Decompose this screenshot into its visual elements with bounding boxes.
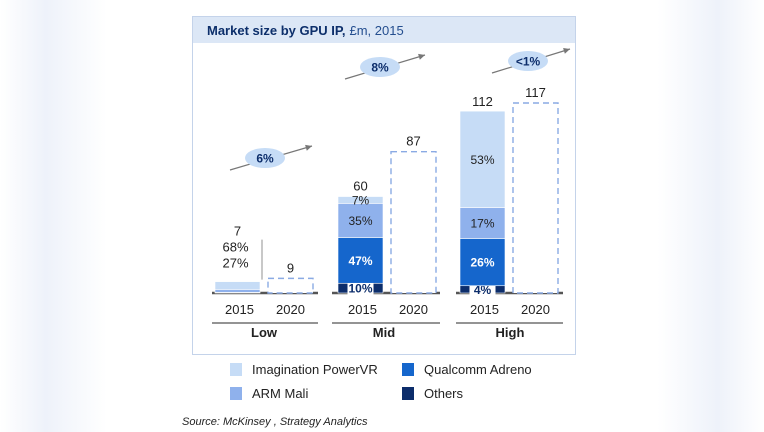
bar-total-mid-2020: 87 — [406, 134, 420, 149]
year-label-high-2015: 2015 — [470, 302, 499, 317]
bar-total-mid-2015: 60 — [353, 179, 367, 194]
year-label-low-2015: 2015 — [225, 302, 254, 317]
bar-segment-mid-2015-arm-mali — [337, 203, 384, 238]
segment-label-box-high — [469, 282, 496, 297]
chart-title-bar: Market size by GPU IP, £m, 2015 — [193, 17, 575, 43]
year-label-mid-2020: 2020 — [399, 302, 428, 317]
legend-swatch-adreno — [402, 363, 414, 376]
segment-label-mid-arm-mali: 35% — [348, 214, 372, 228]
legend-label-adreno: Qualcomm Adreno — [424, 362, 532, 377]
legend-swatch-others — [402, 387, 414, 400]
growth-label-low: 6% — [256, 152, 274, 166]
group-label-high: High — [496, 325, 525, 340]
growth-arrowhead-low — [305, 144, 312, 151]
segment-label-box-mid — [347, 281, 374, 296]
bar-projected-high-2020 — [512, 102, 559, 294]
chart-title: Market size by GPU IP, — [207, 22, 346, 38]
growth-bubble-mid — [360, 57, 400, 77]
bar-projected-mid-2020 — [390, 151, 437, 294]
group-label-low: Low — [251, 325, 278, 340]
group-label-mid: Mid — [373, 325, 395, 340]
bar-segment-high-2015-arm-mali — [459, 207, 506, 239]
growth-arrowhead-high — [563, 47, 570, 54]
legend-label-others: Others — [424, 386, 464, 401]
chart-unit: £m, 2015 — [349, 22, 404, 38]
segment-label-high-others: 4% — [474, 283, 492, 297]
segment-label-high-qualcomm-adreno: 26% — [470, 256, 494, 270]
bar-segment-high-2015-imagination-powervr — [459, 110, 506, 208]
legend-label-mali: ARM Mali — [252, 386, 309, 401]
year-label-high-2020: 2020 — [521, 302, 550, 317]
growth-label-mid: 8% — [371, 61, 389, 75]
legend-item-mali: ARM Mali — [230, 386, 308, 401]
year-label-mid-2015: 2015 — [348, 302, 377, 317]
bar-segment-low-2015-arm-mali — [214, 289, 261, 293]
legend-item-adreno: Qualcomm Adreno — [402, 362, 532, 377]
year-label-low-2020: 2020 — [276, 302, 305, 317]
legend-item-others: Others — [402, 386, 463, 401]
segment-label-mid-qualcomm-adreno: 47% — [348, 254, 372, 268]
segment-label-high-imagination-powervr: 53% — [470, 153, 494, 167]
bar-segment-low-2015-imagination-powervr — [214, 281, 261, 290]
segment-label-low-arm-mali: 27% — [222, 256, 248, 271]
legend-label-powervr: Imagination PowerVR — [252, 362, 378, 377]
segment-label-high-arm-mali: 17% — [470, 216, 494, 230]
segment-label-mid-others: 10% — [348, 282, 372, 296]
bar-segment-mid-2015-imagination-powervr — [337, 196, 384, 204]
bar-total-low-2020: 9 — [287, 260, 294, 275]
legend-swatch-mali — [230, 387, 242, 400]
bar-total-low-2015: 7 — [234, 224, 241, 239]
bar-projected-low-2020 — [267, 277, 314, 294]
legend-item-powervr: Imagination PowerVR — [230, 362, 378, 377]
bar-segment-mid-2015-qualcomm-adreno — [337, 237, 384, 284]
growth-arrowhead-mid — [418, 53, 425, 60]
source-note: Source: McKinsey , Strategy Analytics — [182, 416, 368, 428]
growth-label-high: <1% — [516, 55, 541, 69]
bar-total-high-2015: 112 — [472, 94, 493, 109]
segment-label-low-imagination-powervr: 68% — [222, 240, 248, 255]
bar-segment-high-2015-qualcomm-adreno — [459, 238, 506, 287]
segment-label-mid-imagination-powervr: 7% — [352, 193, 370, 207]
growth-bubble-low — [245, 148, 285, 168]
bar-total-high-2020: 117 — [525, 85, 546, 100]
legend-swatch-powervr — [230, 363, 242, 376]
growth-bubble-high — [508, 51, 548, 71]
